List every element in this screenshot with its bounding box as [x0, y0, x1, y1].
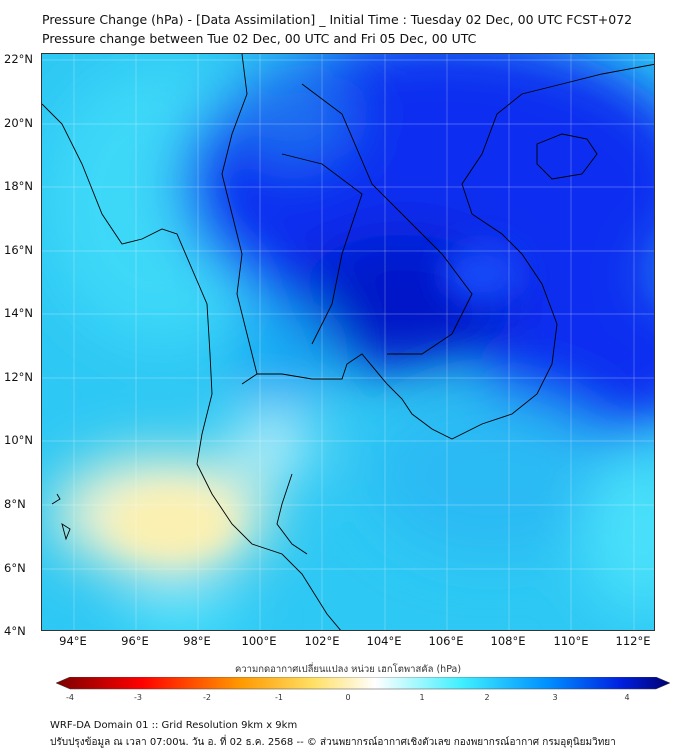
- lon-tick: 108°E: [490, 634, 526, 648]
- lat-tick: 20°N: [4, 116, 33, 130]
- lon-tick: 106°E: [428, 634, 464, 648]
- lon-tick: 112°E: [615, 634, 651, 648]
- chart-subtitle: Pressure change between Tue 02 Dec, 00 U…: [42, 31, 477, 46]
- pressure-change-map: [41, 53, 655, 631]
- colorbar: [56, 677, 671, 690]
- lon-tick: 110°E: [553, 634, 589, 648]
- colorbar-label: -2: [203, 693, 211, 702]
- colorbar-label: 3: [552, 693, 558, 702]
- coastlines: [42, 54, 654, 630]
- lat-tick: 18°N: [4, 179, 33, 193]
- lon-tick: 98°E: [183, 634, 211, 648]
- lat-tick: 22°N: [4, 52, 33, 66]
- lon-tick: 100°E: [241, 634, 277, 648]
- lat-tick: 10°N: [4, 433, 33, 447]
- lon-tick: 96°E: [121, 634, 149, 648]
- colorbar-label: 4: [624, 693, 630, 702]
- lat-tick: 4°N: [4, 624, 26, 638]
- footer-model-info: WRF-DA Domain 01 :: Grid Resolution 9km …: [50, 720, 298, 731]
- lat-tick: 8°N: [4, 497, 26, 511]
- colorbar-label: -4: [66, 693, 74, 702]
- chart-title: Pressure Change (hPa) - [Data Assimilati…: [42, 12, 633, 27]
- lat-tick: 6°N: [4, 561, 26, 575]
- lat-tick: 16°N: [4, 243, 33, 257]
- colorbar-label: -1: [275, 693, 283, 702]
- colorbar-label: -3: [134, 693, 142, 702]
- lat-tick: 12°N: [4, 370, 33, 384]
- lon-tick: 102°E: [304, 634, 340, 648]
- footer-update-info: ปรับปรุงข้อมูล ณ เวลา 07:00น. วัน อ. ที่…: [50, 737, 616, 748]
- lat-tick: 14°N: [4, 306, 33, 320]
- lon-tick: 104°E: [366, 634, 402, 648]
- lon-tick: 94°E: [59, 634, 87, 648]
- colorbar-title: ความกดอากาศเปลี่ยนแปลง หน่วย เฮกโตพาสคัล…: [234, 664, 462, 675]
- colorbar-label: 0: [345, 693, 351, 702]
- colorbar-label: 1: [419, 693, 425, 702]
- colorbar-label: 2: [484, 693, 490, 702]
